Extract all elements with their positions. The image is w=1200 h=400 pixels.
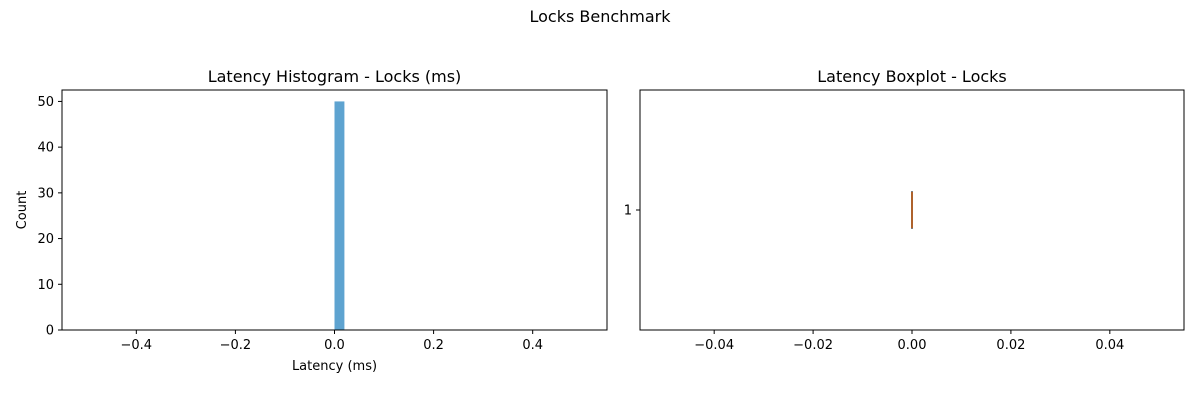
boxplot-title: Latency Boxplot - Locks bbox=[817, 67, 1007, 86]
histogram-bar bbox=[334, 101, 345, 330]
histogram-x-tick-label: 0.4 bbox=[522, 338, 543, 353]
boxplot-x-tick-label: −0.02 bbox=[793, 338, 833, 353]
histogram-y-tick-label: 10 bbox=[37, 278, 54, 293]
histogram-y-tick-label: 40 bbox=[37, 141, 54, 156]
histogram-x-axis-label: Latency (ms) bbox=[292, 359, 377, 374]
boxplot-chart: Latency Boxplot - Locks −0.04 −0.02 0.00 0.… bbox=[624, 67, 1185, 353]
histogram-y-tick-label: 50 bbox=[37, 95, 54, 110]
boxplot-y-tick-label: 1 bbox=[624, 204, 632, 219]
boxplot-x-tick-label: 0.04 bbox=[1095, 338, 1124, 353]
figure-title: Locks Benchmark bbox=[529, 7, 671, 26]
histogram-plot-frame bbox=[61, 89, 608, 331]
histogram-y-axis-label: Count bbox=[15, 191, 30, 230]
histogram-y-tick-label: 30 bbox=[37, 186, 54, 201]
boxplot-x-tick-label: 0.00 bbox=[898, 338, 927, 353]
boxplot-x-tick-label: −0.04 bbox=[694, 338, 734, 353]
histogram-x-tick-label: 0.0 bbox=[324, 338, 345, 353]
histogram-chart: Latency Histogram - Locks (ms) −0.4 −0.2 0… bbox=[15, 67, 608, 374]
histogram-x-tick-label: 0.2 bbox=[423, 338, 444, 353]
histogram-x-tick-label: −0.4 bbox=[121, 338, 153, 353]
histogram-y-tick-label: 0 bbox=[46, 324, 54, 339]
histogram-y-tick-label: 20 bbox=[37, 232, 54, 247]
boxplot-x-tick-label: 0.02 bbox=[996, 338, 1025, 353]
histogram-title: Latency Histogram - Locks (ms) bbox=[208, 67, 462, 86]
histogram-x-tick-label: −0.2 bbox=[220, 338, 252, 353]
boxplot-plot-frame bbox=[639, 89, 1185, 331]
